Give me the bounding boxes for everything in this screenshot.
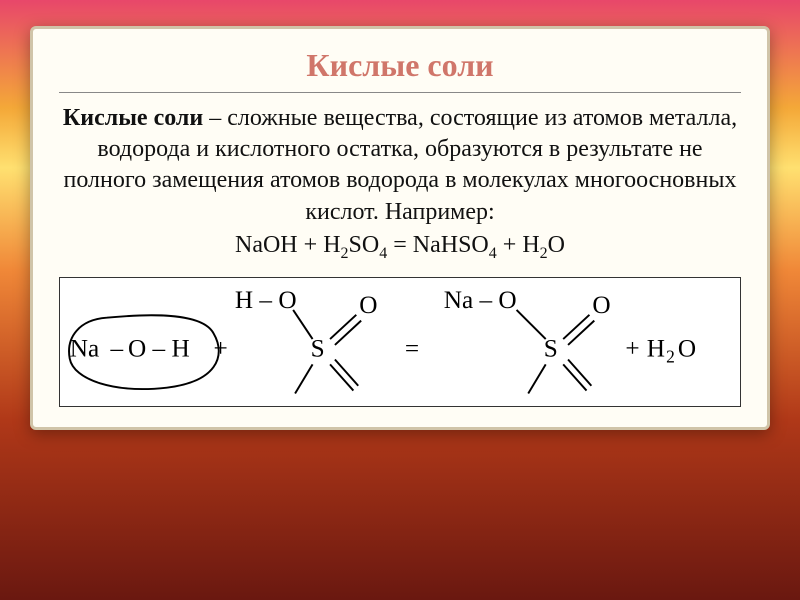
structural-svg: Na – O – H + H – O S O = Na [60, 278, 740, 406]
svg-h2o-o: O [678, 334, 696, 362]
eq-equals: = [393, 232, 413, 258]
svg-plus2: + [625, 334, 639, 362]
eq-plus1: + [304, 232, 324, 258]
svg-bond5 [517, 309, 546, 338]
eq-rhs2: H2O [522, 232, 565, 258]
slide-title: Кислые соли [59, 47, 741, 93]
eq-plus2: + [503, 232, 523, 258]
slide-card: Кислые соли Кислые соли – сложные вещест… [30, 26, 770, 430]
chemical-equation: NaOH + H2SO4 = NaHSO4 + H2O [59, 232, 741, 263]
definition-paragraph: Кислые соли – сложные вещества, состоящи… [59, 103, 741, 228]
svg-o-ur: O [359, 290, 377, 318]
svg-bond2a [330, 314, 356, 338]
structural-diagram: Na – O – H + H – O S O = Na [59, 277, 741, 407]
eq-lhs1: NaOH [235, 232, 298, 258]
lead-term: Кислые соли [63, 105, 203, 131]
svg-na: Na [70, 334, 99, 362]
svg-dash: – [110, 334, 124, 362]
svg-equals: = [405, 334, 419, 362]
svg-ho-top: H – O [235, 286, 297, 314]
svg-bond6a [563, 314, 589, 338]
svg-bond3 [295, 364, 312, 393]
svg-bond7 [528, 364, 545, 393]
svg-h2o: H [647, 334, 665, 362]
svg-bond2b [335, 320, 361, 344]
svg-bond6b [568, 320, 594, 344]
svg-bond1 [293, 309, 312, 338]
svg-na-o: Na – O [444, 286, 517, 314]
eq-rhs1: NaHSO4 [413, 232, 497, 258]
svg-oh: O – H [128, 334, 190, 362]
svg-h2o-sub: 2 [666, 346, 675, 366]
eq-lhs2: H2SO4 [323, 232, 387, 258]
svg-plus1: + [213, 334, 227, 362]
svg-o-ur2: O [592, 290, 610, 318]
